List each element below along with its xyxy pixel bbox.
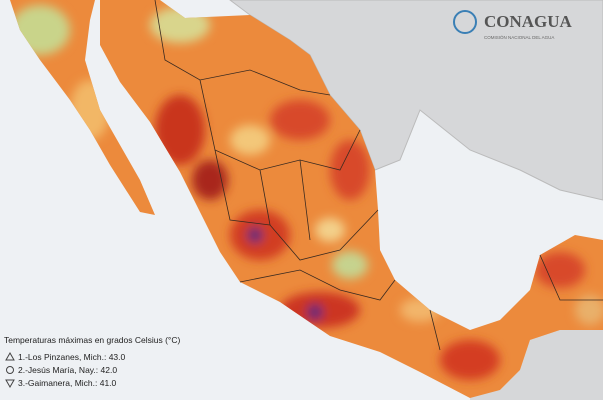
legend: Temperaturas máximas en grados Celsius (… [4,335,180,389]
logo-name: CONAGUA [484,12,573,31]
logo-subtitle: COMISIÓN NACIONAL DEL AGUA [484,34,554,40]
legend-item: 2.-Jesús María, Nay.: 42.0 [18,365,117,375]
logo-icon [453,10,477,34]
logo: CONAGUA COMISIÓN NACIONAL DEL AGUA [453,10,573,40]
legend-symbol [5,379,15,389]
central-america [470,330,603,400]
state-borders [154,0,603,351]
legend-title: Temperaturas máximas en grados Celsius (… [4,335,180,345]
legend-symbol [6,366,14,374]
legend-symbol [5,351,15,361]
legend-item: 1.-Los Pinzanes, Mich.: 43.0 [18,352,126,362]
legend-item: 3.-Gaimanera, Mich.: 41.0 [18,378,117,388]
